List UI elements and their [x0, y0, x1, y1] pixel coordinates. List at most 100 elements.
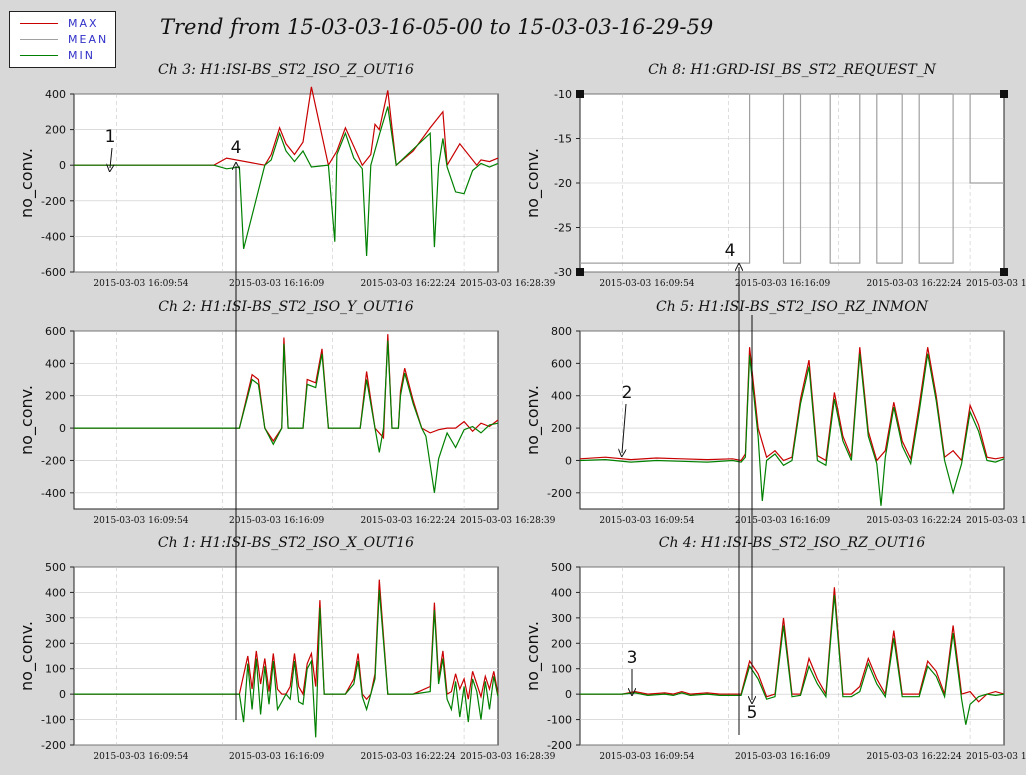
chart-panel-4: -200 0 200 400 600 800 2015-03-03 16:09:54 2015…: [523, 299, 1026, 526]
series-min: [74, 589, 499, 738]
y-tick-label: -200: [547, 739, 572, 752]
annotation-label-4-right: 4: [725, 241, 736, 261]
legend-swatch-mean: [20, 39, 58, 40]
y-tick-label: 0: [59, 422, 66, 435]
y-axis-label: no_conv.: [523, 385, 543, 455]
y-tick-label: 300: [551, 612, 572, 625]
selection-handle[interactable]: [576, 268, 584, 276]
y-tick-label: -200: [547, 487, 572, 500]
y-tick-label: 200: [551, 637, 572, 650]
y-tick-label: -400: [41, 230, 66, 243]
y-tick-label: 500: [551, 561, 572, 574]
y-tick-label: -100: [41, 714, 66, 727]
y-tick-label: 200: [45, 390, 66, 403]
annotation-label-1: 1: [105, 127, 116, 147]
y-tick-label: 400: [45, 586, 66, 599]
x-tick-label: 2015-03-03 16:28:39: [966, 279, 1026, 289]
selection-handle[interactable]: [1000, 90, 1008, 98]
x-tick-label: 2015-03-03 16:28:39: [966, 752, 1026, 762]
y-tick-label: 800: [551, 325, 572, 338]
series-min: [74, 340, 499, 493]
chart-title: Ch 3: H1:ISI-BS_ST2_ISO_Z_OUT16: [158, 62, 414, 78]
annotation-arrow-1: [110, 147, 112, 168]
legend-label-mean: MEAN: [68, 33, 109, 46]
chart-title: Ch 5: H1:ISI-BS_ST2_ISO_RZ_INMON: [656, 299, 929, 315]
x-tick-label: 2015-03-03 16:09:54: [599, 516, 694, 526]
legend: MAX MEAN MIN: [9, 11, 116, 68]
y-axis-label: no_conv.: [17, 385, 37, 455]
legend-swatch-min: [20, 55, 58, 56]
series-min: [580, 594, 1005, 725]
y-tick-label: 600: [551, 357, 572, 370]
chart-title: Ch 2: H1:ISI-BS_ST2_ISO_Y_OUT16: [158, 299, 414, 315]
x-tick-label: 2015-03-03 16:22:24: [866, 279, 961, 289]
y-tick-label: 400: [45, 88, 66, 101]
main-title: Trend from 15-03-03-16-05-00 to 15-03-03…: [160, 15, 714, 39]
y-tick-label: 300: [45, 612, 66, 625]
y-tick-label: -30: [554, 266, 572, 279]
y-tick-label: 400: [551, 390, 572, 403]
annotation-label-3: 3: [627, 648, 638, 668]
plot-area: [73, 93, 499, 273]
annotation-label-4-left: 4: [231, 138, 242, 158]
legend-swatch-max: [20, 23, 58, 24]
y-axis-label: no_conv.: [523, 621, 543, 691]
y-tick-label: -400: [41, 487, 66, 500]
selection-handle[interactable]: [576, 90, 584, 98]
x-tick-label: 2015-03-03 16:09:54: [93, 279, 188, 289]
x-tick-label: 2015-03-03 16:16:09: [735, 516, 830, 526]
legend-label-max: MAX: [68, 17, 99, 30]
legend-label-min: MIN: [68, 49, 95, 62]
x-tick-label: 2015-03-03 16:16:09: [229, 279, 324, 289]
y-tick-label: 200: [45, 637, 66, 650]
x-tick-label: 2015-03-03 16:16:09: [229, 752, 324, 762]
series-max: [579, 347, 1005, 462]
y-tick-label: -200: [41, 195, 66, 208]
series-mean: [580, 93, 1004, 264]
x-tick-label: 2015-03-03 16:16:09: [229, 516, 324, 526]
x-tick-label: 2015-03-03 16:22:24: [866, 516, 961, 526]
series-max: [74, 86, 499, 168]
y-tick-label: -20: [554, 177, 572, 190]
chart-title: Ch 8: H1:GRD-ISI_BS_ST2_REQUEST_N: [648, 62, 937, 78]
plot-area: [73, 566, 499, 746]
y-tick-label: 100: [45, 663, 66, 676]
y-tick-label: 500: [45, 561, 66, 574]
x-tick-label: 2015-03-03 16:22:24: [360, 279, 455, 289]
series-min: [74, 106, 499, 257]
x-tick-label: 2015-03-03 16:09:54: [93, 516, 188, 526]
x-tick-label: 2015-03-03 16:16:09: [735, 752, 830, 762]
y-tick-label: -25: [554, 222, 572, 235]
selection-handle[interactable]: [1000, 268, 1008, 276]
x-tick-label: 2015-03-03 16:22:24: [360, 516, 455, 526]
y-tick-label: 0: [565, 688, 572, 701]
plot-area: [579, 330, 1005, 510]
x-tick-label: 2015-03-03 16:16:09: [735, 279, 830, 289]
y-tick-label: 0: [59, 688, 66, 701]
y-tick-label: -100: [547, 714, 572, 727]
series-min: [579, 353, 1005, 506]
chart-panel-3: -400 -200 0 200 400 600 2015-03-03 16:09:54 201…: [17, 299, 556, 526]
x-tick-label: 2015-03-03 16:28:39: [460, 279, 555, 289]
x-tick-label: 2015-03-03 16:22:24: [866, 752, 961, 762]
chart-panel-6: -200 -100 0 100 200 300 400 500 2015-03-03 16:09…: [523, 535, 1026, 762]
y-axis-label: no_conv.: [17, 621, 37, 691]
x-tick-label: 2015-03-03 16:22:24: [360, 752, 455, 762]
x-tick-label: 2015-03-03 16:28:39: [460, 516, 555, 526]
y-axis-label: no_conv.: [523, 148, 543, 218]
annotation-arrow-2: [622, 403, 627, 453]
legend-item-min: MIN: [10, 48, 115, 64]
y-tick-label: 400: [45, 357, 66, 370]
y-axis-label: no_conv.: [17, 148, 37, 218]
annotation-label-5: 5: [747, 703, 758, 723]
plot-area: [73, 330, 499, 510]
legend-item-mean: MEAN: [10, 32, 115, 48]
y-tick-label: -200: [41, 454, 66, 467]
y-tick-label: 200: [45, 124, 66, 137]
chart-panel-1: -600 -400 -200 0 200 400 2015-03-03 16:09:54 20…: [17, 62, 556, 289]
x-tick-label: 2015-03-03 16:28:39: [460, 752, 555, 762]
y-tick-label: -10: [554, 88, 572, 101]
y-tick-label: 200: [551, 422, 572, 435]
